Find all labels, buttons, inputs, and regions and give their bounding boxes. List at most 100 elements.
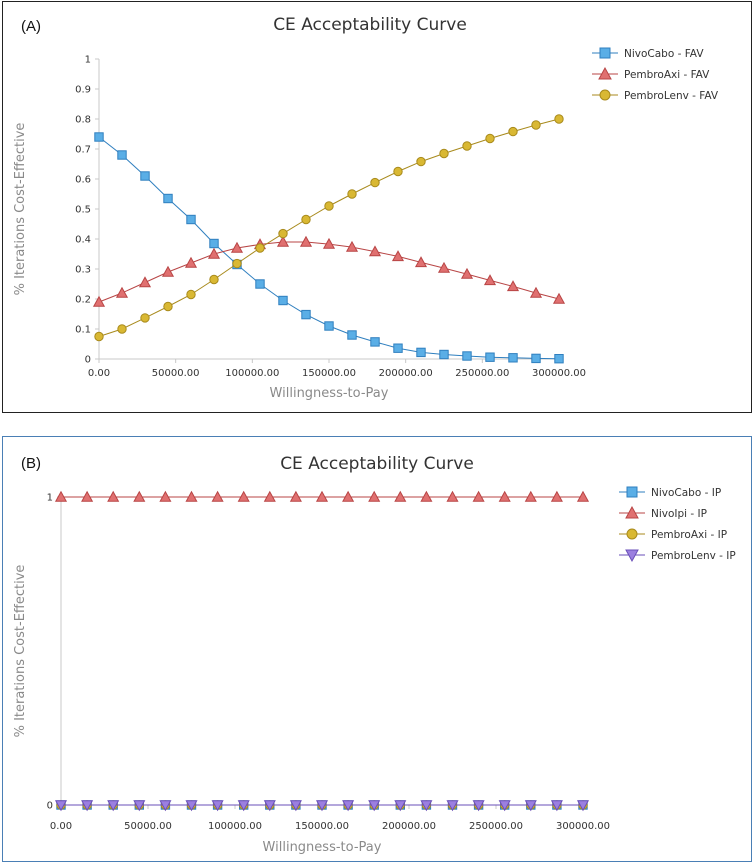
data-point xyxy=(394,800,407,812)
data-point xyxy=(347,330,357,340)
data-point xyxy=(462,351,472,361)
data-point xyxy=(230,241,244,253)
data-point xyxy=(498,800,511,812)
y-tick-label: 0.1 xyxy=(75,325,91,336)
data-point xyxy=(211,490,224,502)
series-pembrolenv-fav xyxy=(94,114,564,342)
data-point xyxy=(576,800,590,812)
y-tick-label: 0.7 xyxy=(75,145,91,156)
x-tick-label: 0.00 xyxy=(50,821,72,832)
legend-label: NivoCabo - IP xyxy=(651,487,721,499)
x-tick-label: 50000.00 xyxy=(152,368,200,379)
data-point xyxy=(140,171,150,181)
x-tick-label: 200000.00 xyxy=(382,821,436,832)
x-tick-label: 0.00 xyxy=(88,368,110,379)
x-tick-label: 300000.00 xyxy=(532,368,586,379)
data-point xyxy=(416,156,426,167)
x-tick-label: 200000.00 xyxy=(379,368,433,379)
data-point xyxy=(278,295,288,306)
x-tick-label: 100000.00 xyxy=(208,821,262,832)
data-point xyxy=(315,490,329,502)
data-point xyxy=(263,490,276,502)
data-point xyxy=(299,235,313,247)
y-tick-label: 0.8 xyxy=(75,115,91,126)
data-point xyxy=(255,243,265,253)
data-point xyxy=(278,228,288,239)
data-point xyxy=(54,800,68,812)
data-point xyxy=(185,800,198,812)
data-point xyxy=(342,800,355,812)
chart-panel-a: (A) CE Acceptability Curve 0 0.1 0.2 0.3 0.4 0… xyxy=(2,1,752,413)
data-point xyxy=(163,301,173,312)
legend-marker xyxy=(625,549,639,563)
data-point xyxy=(209,238,219,249)
y-tick-label: 0.6 xyxy=(75,175,91,186)
data-point xyxy=(138,276,152,288)
data-point xyxy=(159,490,172,502)
data-point xyxy=(133,800,146,812)
data-point xyxy=(472,490,485,502)
chart-title: CE Acceptability Curve xyxy=(280,454,474,474)
data-point xyxy=(483,274,497,286)
data-point xyxy=(324,201,334,211)
x-tick-label: 300000.00 xyxy=(556,821,610,832)
y-tick-label: 0.4 xyxy=(75,235,91,246)
data-point xyxy=(159,800,172,812)
x-tick-label: 150000.00 xyxy=(302,368,356,379)
data-point xyxy=(552,292,566,304)
data-point xyxy=(184,256,198,268)
legend-marker xyxy=(626,528,638,540)
legend-label: NivoCabo - FAV xyxy=(624,48,704,60)
y-tick-label: 0.5 xyxy=(75,205,91,216)
data-point xyxy=(554,354,564,364)
data-point xyxy=(289,800,302,812)
data-point xyxy=(263,800,276,812)
y-axis-title: % Iterations Cost-Effective xyxy=(13,123,28,296)
y-tick-label: 0.3 xyxy=(75,265,91,276)
data-point xyxy=(439,349,449,360)
data-point xyxy=(315,800,329,812)
x-tick-label: 250000.00 xyxy=(455,368,509,379)
data-point xyxy=(117,150,127,160)
legend: NivoCabo - IP NivoIpi - IP PembroAxi - IP P… xyxy=(619,486,736,563)
data-point xyxy=(524,800,537,812)
data-point xyxy=(163,193,173,204)
data-point xyxy=(393,166,403,177)
data-point xyxy=(207,247,221,259)
data-point xyxy=(531,353,541,364)
data-point xyxy=(186,289,196,300)
data-point xyxy=(414,256,428,268)
x-tick-label: 150000.00 xyxy=(295,821,349,832)
data-point xyxy=(393,343,403,353)
y-tick-label: 0.2 xyxy=(75,295,91,306)
data-point xyxy=(446,490,459,502)
data-point xyxy=(370,337,380,347)
data-point xyxy=(94,331,104,342)
data-point xyxy=(211,800,224,812)
data-point xyxy=(462,141,472,151)
data-point xyxy=(276,235,290,247)
data-point xyxy=(185,490,198,502)
y-tick-label: 0.9 xyxy=(75,85,91,96)
data-point xyxy=(54,490,68,502)
data-point xyxy=(550,800,563,812)
data-point xyxy=(289,490,302,502)
legend-marker xyxy=(626,486,638,498)
x-tick-label: 250000.00 xyxy=(469,821,523,832)
data-point xyxy=(368,490,381,502)
data-point xyxy=(133,490,146,502)
y-tick-label: 1 xyxy=(85,55,91,66)
data-point xyxy=(209,274,219,285)
data-point xyxy=(140,313,150,323)
data-point xyxy=(370,177,380,188)
data-point xyxy=(485,352,495,362)
data-point xyxy=(115,286,129,298)
legend-marker xyxy=(599,89,611,101)
data-point xyxy=(576,490,590,502)
legend-label: NivoIpi - IP xyxy=(651,508,707,520)
data-point xyxy=(554,114,564,124)
panel-label-a: (A) xyxy=(21,18,41,35)
series-pembrolenv-ip xyxy=(54,800,590,812)
x-tick-label: 50000.00 xyxy=(124,821,172,832)
x-axis-title: Willingness-to-Pay xyxy=(270,386,389,401)
